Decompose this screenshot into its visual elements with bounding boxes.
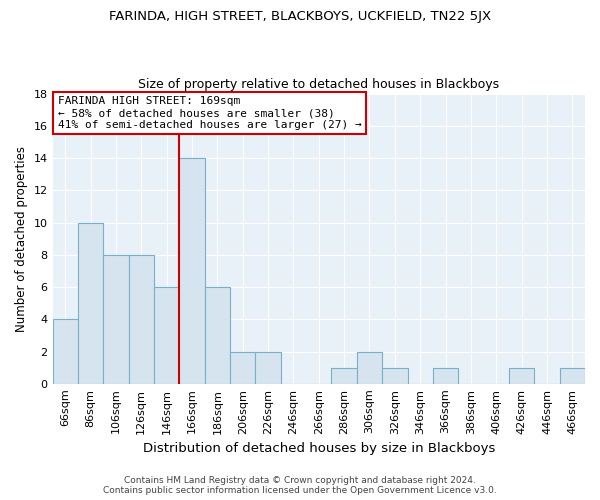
Bar [433,368,458,384]
Text: FARINDA HIGH STREET: 169sqm
← 58% of detached houses are smaller (38)
41% of sem: FARINDA HIGH STREET: 169sqm ← 58% of det… [58,96,362,130]
Bar [179,158,205,384]
Y-axis label: Number of detached properties: Number of detached properties [15,146,28,332]
Bar [560,368,585,384]
Text: FARINDA, HIGH STREET, BLACKBOYS, UCKFIELD, TN22 5JX: FARINDA, HIGH STREET, BLACKBOYS, UCKFIEL… [109,10,491,23]
Bar [331,368,357,384]
Bar [509,368,534,384]
Bar [230,352,256,384]
Bar [53,320,78,384]
Bar [205,287,230,384]
Title: Size of property relative to detached houses in Blackboys: Size of property relative to detached ho… [138,78,499,91]
Bar [382,368,407,384]
Bar [154,287,179,384]
Bar [256,352,281,384]
Bar [357,352,382,384]
Bar [103,255,128,384]
X-axis label: Distribution of detached houses by size in Blackboys: Distribution of detached houses by size … [143,442,495,455]
Bar [78,222,103,384]
Bar [128,255,154,384]
Text: Contains HM Land Registry data © Crown copyright and database right 2024.
Contai: Contains HM Land Registry data © Crown c… [103,476,497,495]
